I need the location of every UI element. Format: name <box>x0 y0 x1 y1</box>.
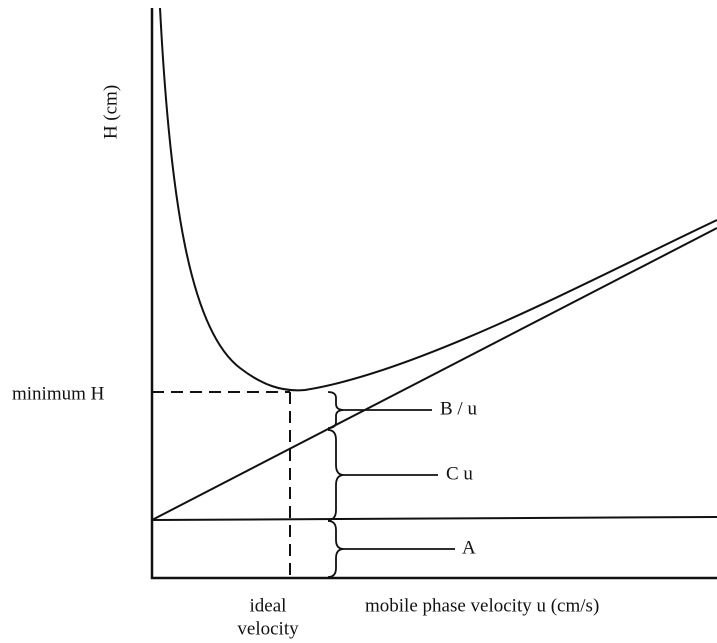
h-curve <box>159 7 717 392</box>
x-axis-label: mobile phase velocity u (cm/s) <box>365 595 599 616</box>
a-term-line <box>151 516 717 521</box>
ideal-label: ideal <box>250 595 287 616</box>
term-label: B / u <box>440 398 477 419</box>
brace-a <box>327 520 345 578</box>
y-axis-label: H (cm) <box>100 85 121 139</box>
c-term-line <box>151 227 717 521</box>
term-label: A <box>462 537 476 558</box>
term-label: C u <box>446 463 473 484</box>
ideal-label: velocity <box>237 618 299 639</box>
minimum-label: minimum H <box>12 383 105 404</box>
brace-c <box>327 429 345 521</box>
